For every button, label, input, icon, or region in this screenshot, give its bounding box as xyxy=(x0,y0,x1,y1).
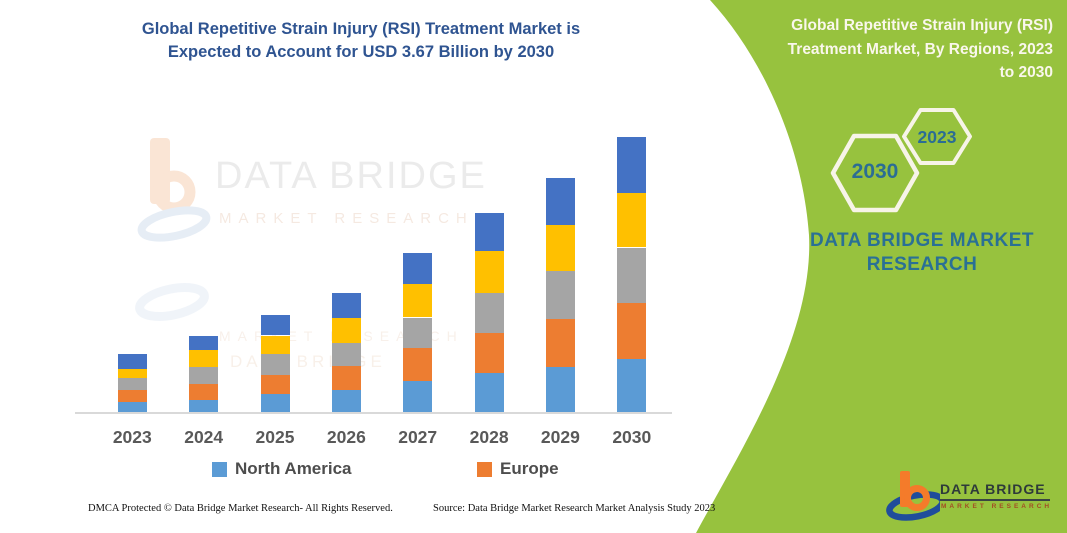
bar-segment-2023-europe xyxy=(117,390,147,402)
bar-segment-2027-north-america xyxy=(403,381,433,413)
bar-segment-2023 xyxy=(117,353,147,369)
legend-swatch-icon xyxy=(212,461,227,477)
bar-segment-2026 xyxy=(331,318,361,343)
hexagon-2023-label: 2023 xyxy=(917,127,957,147)
bar-segment-2027-europe xyxy=(403,347,433,382)
bar-segment-2030-north-america xyxy=(617,358,647,413)
green-panel-background xyxy=(696,0,1067,533)
bar-segment-2027 xyxy=(403,252,433,284)
bar-segment-2030 xyxy=(617,193,647,248)
x-axis-label-2025: 2025 xyxy=(255,427,295,447)
bar-segment-2027 xyxy=(403,317,433,348)
legend-label: North America xyxy=(235,459,352,478)
data-bridge-logo: DATA BRIDGE MARKET RESEARCH xyxy=(880,465,1060,525)
bar-segment-2023 xyxy=(117,368,147,379)
logo-company-sub: MARKET RESEARCH xyxy=(941,503,1053,510)
bar-segment-2023-north-america xyxy=(117,401,147,413)
data-bridge-logo-icon xyxy=(886,471,940,521)
footer-dmca-text: DMCA Protected © Data Bridge Market Rese… xyxy=(88,503,393,514)
chart-title-line-2: Expected to Account for USD 3.67 Billion… xyxy=(167,43,555,61)
bar-segment-2028 xyxy=(474,213,504,252)
x-axis-label-2029: 2029 xyxy=(540,427,580,447)
bar-segment-2028 xyxy=(474,251,504,293)
bar-segment-2028-north-america xyxy=(474,373,504,413)
logo-b-bowl xyxy=(904,485,930,511)
logo-company-name: DATA BRIDGE xyxy=(940,481,1050,501)
hexagon-2030-label: 2030 xyxy=(851,160,899,183)
bar-segment-2025-north-america xyxy=(260,394,290,413)
bar-segment-2029-europe xyxy=(545,319,575,368)
bar-segment-2025 xyxy=(260,353,290,375)
x-axis-label-2024: 2024 xyxy=(184,427,224,447)
chart-legend: North America Europe xyxy=(0,459,672,479)
bar-segment-2029 xyxy=(545,225,575,271)
bar-segment-2024 xyxy=(189,367,219,384)
x-axis-label-2026: 2026 xyxy=(326,427,366,447)
legend-item-europe: Europe xyxy=(477,459,559,479)
bar-segment-2025-europe xyxy=(260,374,290,395)
bar-segment-2023 xyxy=(117,378,147,391)
bar-segment-2026 xyxy=(331,343,361,366)
bar-segment-2029 xyxy=(545,177,575,225)
x-axis-line xyxy=(75,412,672,414)
bar-segment-2030 xyxy=(617,247,647,304)
bar-segment-2026-north-america xyxy=(331,389,361,413)
x-axis-label-2023: 2023 xyxy=(112,427,152,447)
bar-segment-2029 xyxy=(545,270,575,319)
panel-title-line-1: Global Repetitive Strain Injury (RSI) xyxy=(791,17,1053,34)
panel-title-line-3: to 2030 xyxy=(999,64,1053,81)
bar-segment-2028-europe xyxy=(474,333,504,374)
bar-segment-2026 xyxy=(331,292,361,319)
footer-source-text: Source: Data Bridge Market Research Mark… xyxy=(433,503,716,514)
panel-brand-line-1: DATA BRIDGE MARKET xyxy=(810,230,1034,251)
x-axis-label-2028: 2028 xyxy=(469,427,509,447)
bar-segment-2025 xyxy=(260,335,290,354)
hexagon-2023 xyxy=(902,108,972,165)
legend-swatch-icon xyxy=(477,461,492,477)
bar-segment-2029-north-america xyxy=(545,367,575,413)
bar-segment-2030 xyxy=(617,137,647,194)
bar-segment-2027 xyxy=(403,283,433,318)
bar-segment-2030-europe xyxy=(617,303,647,359)
panel-brand-line-2: RESEARCH xyxy=(866,254,978,275)
hexagon-2030 xyxy=(830,133,920,213)
bar-segment-2024 xyxy=(189,335,219,350)
bar-segment-2024 xyxy=(189,349,219,368)
x-axis-label-2027: 2027 xyxy=(398,427,438,447)
bar-segment-2024-north-america xyxy=(189,400,219,413)
legend-item-north-america: North America xyxy=(212,459,352,479)
chart-title: Global Repetitive Strain Injury (RSI) Tr… xyxy=(96,18,626,64)
chart-title-line-1: Global Repetitive Strain Injury (RSI) Tr… xyxy=(141,20,581,38)
x-axis-label-2030: 2030 xyxy=(612,427,652,447)
bar-segment-2025 xyxy=(260,315,290,336)
bar-segment-2026-europe xyxy=(331,365,361,390)
logo-swoosh-icon xyxy=(886,491,940,521)
panel-title-line-2: Treatment Market, By Regions, 2023 xyxy=(787,40,1053,58)
bar-segment-2028 xyxy=(474,292,504,334)
panel-brand-text: DATA BRIDGE MARKET RESEARCH xyxy=(793,229,1051,277)
legend-label: Europe xyxy=(500,459,559,478)
bar-segment-2024-europe xyxy=(189,383,219,401)
panel-title: Global Repetitive Strain Injury (RSI) Tr… xyxy=(753,14,1053,85)
